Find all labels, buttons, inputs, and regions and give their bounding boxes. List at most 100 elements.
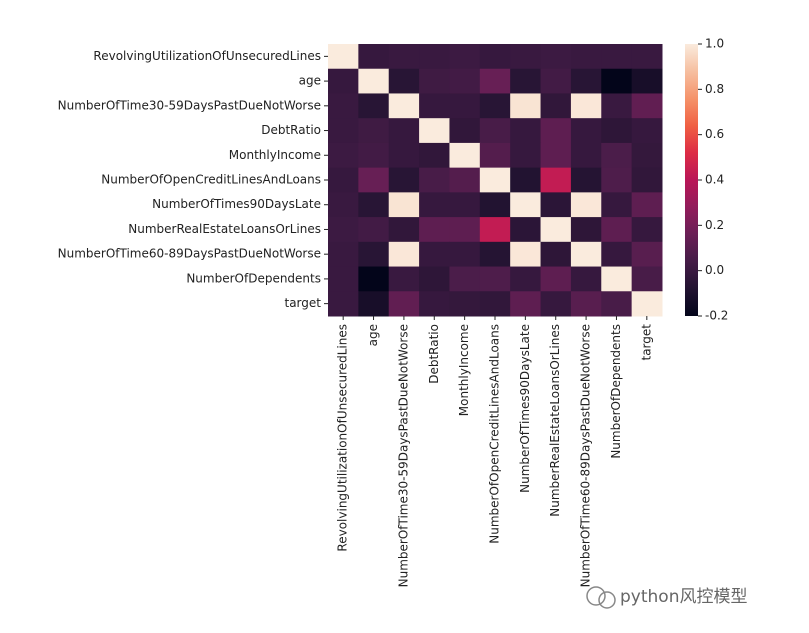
- heatmap-cell: [540, 93, 572, 119]
- heatmap-cell: [328, 192, 359, 218]
- colorbar-tick-label: 0.0: [705, 263, 724, 277]
- heatmap-cell: [631, 142, 663, 169]
- heatmap-cell: [631, 167, 663, 193]
- colorbar-tick-label: 0.4: [705, 173, 724, 187]
- heatmap-cell: [479, 118, 511, 144]
- heatmap-cell: [328, 266, 359, 292]
- heatmap-cell: [419, 167, 450, 193]
- heatmap-cell: [570, 266, 602, 292]
- heatmap-cell: [388, 118, 420, 144]
- heatmap-cell: [419, 241, 450, 268]
- colorbar-tick-label: 0.6: [705, 127, 724, 141]
- heatmap-cell: [328, 118, 359, 144]
- heatmap-cell: [510, 167, 542, 193]
- heatmap-cell: [479, 192, 511, 218]
- heatmap-cell: [631, 241, 663, 268]
- heatmap-cell: [479, 167, 511, 193]
- heatmap-cell: [570, 68, 602, 94]
- heatmap-cell: [570, 291, 602, 317]
- heatmap-cell: [358, 44, 390, 70]
- heatmap-cell: [328, 142, 359, 169]
- heatmap-cell: [358, 217, 390, 243]
- heatmap-cell: [449, 241, 481, 268]
- x-tick-label: target: [639, 324, 653, 361]
- heatmap-cell: [388, 44, 420, 70]
- heatmap-cell: [388, 142, 420, 169]
- y-tick-label: NumberOfOpenCreditLinesAndLoans: [101, 173, 321, 187]
- heatmap-cell: [631, 217, 663, 243]
- heatmap-cell: [388, 291, 420, 317]
- heatmap-cell: [479, 68, 511, 94]
- heatmap-cell: [328, 291, 359, 317]
- heatmap-cell: [358, 291, 390, 317]
- heatmap-cell: [449, 167, 481, 193]
- heatmap-cell: [419, 44, 450, 70]
- heatmap-cell: [419, 93, 450, 119]
- y-tick-label: NumberOfDependents: [186, 271, 321, 285]
- heatmap-cell: [510, 93, 542, 119]
- heatmap-cell: [449, 44, 481, 70]
- heatmap-cell: [388, 217, 420, 243]
- heatmap-cell: [358, 167, 390, 193]
- heatmap-cell: [510, 192, 542, 218]
- heatmap-cell: [449, 142, 481, 169]
- x-tick-label: NumberOfDependents: [609, 324, 623, 459]
- heatmap-cell: [631, 291, 663, 317]
- y-tick-label: NumberOfTimes90DaysLate: [152, 197, 321, 211]
- heatmap-cell: [510, 217, 542, 243]
- heatmap-cell: [570, 142, 602, 169]
- heatmap-cell: [419, 266, 450, 292]
- heatmap-cell: [479, 241, 511, 268]
- heatmap-cell: [570, 167, 602, 193]
- y-tick-label: DebtRatio: [261, 123, 321, 137]
- heatmap-cell: [540, 217, 572, 243]
- heatmap-cell: [388, 93, 420, 119]
- heatmap-cell: [328, 93, 359, 119]
- heatmap-cell: [479, 291, 511, 317]
- heatmap-cell: [601, 217, 633, 243]
- heatmap-cell: [419, 68, 450, 94]
- heatmap-cell: [358, 93, 390, 119]
- heatmap-cell: [570, 44, 602, 70]
- y-tick-label: NumberRealEstateLoansOrLines: [128, 222, 321, 236]
- heatmap-cell: [510, 68, 542, 94]
- heatmap-cell: [328, 68, 359, 94]
- heatmap-cell: [601, 291, 633, 317]
- heatmap-cell: [388, 68, 420, 94]
- heatmap-cell: [510, 118, 542, 144]
- heatmap-cell: [540, 142, 572, 169]
- heatmap-cell: [631, 266, 663, 292]
- heatmap-cell: [601, 93, 633, 119]
- colorbar-tick-label: -0.2: [705, 309, 728, 323]
- heatmap-cell: [631, 68, 663, 94]
- colorbar-tick-label: 0.8: [705, 82, 724, 96]
- heatmap-cell: [479, 142, 511, 169]
- y-tick-label: NumberOfTime30-59DaysPastDueNotWorse: [58, 98, 321, 112]
- heatmap-cell: [419, 142, 450, 169]
- heatmap-cell: [358, 266, 390, 292]
- heatmap-cell: [328, 241, 359, 268]
- y-tick-label: MonthlyIncome: [229, 148, 321, 162]
- x-tick-label: DebtRatio: [427, 324, 441, 384]
- heatmap-cell: [419, 291, 450, 317]
- colorbar: [685, 44, 698, 316]
- heatmap-cell: [479, 266, 511, 292]
- heatmap-cell: [419, 192, 450, 218]
- heatmap-cell: [419, 118, 450, 144]
- x-tick-label: age: [366, 324, 380, 346]
- heatmap-cell: [328, 217, 359, 243]
- heatmap-cell: [601, 44, 633, 70]
- heatmap-cell: [540, 241, 572, 268]
- x-tick-label: NumberOfTime30-59DaysPastDueNotWorse: [396, 324, 410, 587]
- heatmap-cell: [510, 266, 542, 292]
- x-tick-label: NumberOfOpenCreditLinesAndLoans: [488, 324, 502, 544]
- heatmap-cell: [388, 241, 420, 268]
- heatmap-cell: [510, 142, 542, 169]
- heatmap-cell: [449, 118, 481, 144]
- y-tick-label: age: [299, 74, 321, 88]
- heatmap-cell: [479, 217, 511, 243]
- x-tick-label: NumberRealEstateLoansOrLines: [548, 324, 562, 517]
- heatmap-cell: [510, 291, 542, 317]
- heatmap-cell: [601, 118, 633, 144]
